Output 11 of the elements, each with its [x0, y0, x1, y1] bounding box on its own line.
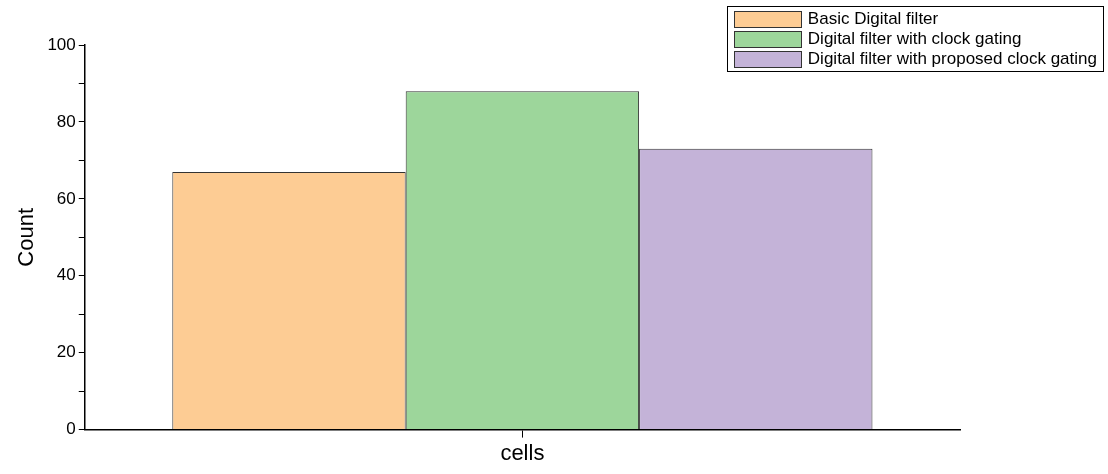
y-axis-title: Count — [13, 207, 39, 267]
y-tick-label: 0 — [66, 419, 76, 439]
legend-label: Digital filter with proposed clock gating — [807, 49, 1097, 69]
y-tick-label: 80 — [56, 111, 76, 131]
y-tick-label: 20 — [56, 342, 76, 362]
y-tick-label: 60 — [56, 188, 76, 208]
y-tick-label: 40 — [56, 265, 76, 285]
legend-label: Basic Digital filter — [807, 9, 939, 29]
legend-label: Digital filter with clock gating — [807, 29, 1022, 49]
x-tick-label: cells — [500, 439, 545, 465]
y-tick-label: 100 — [47, 34, 76, 54]
